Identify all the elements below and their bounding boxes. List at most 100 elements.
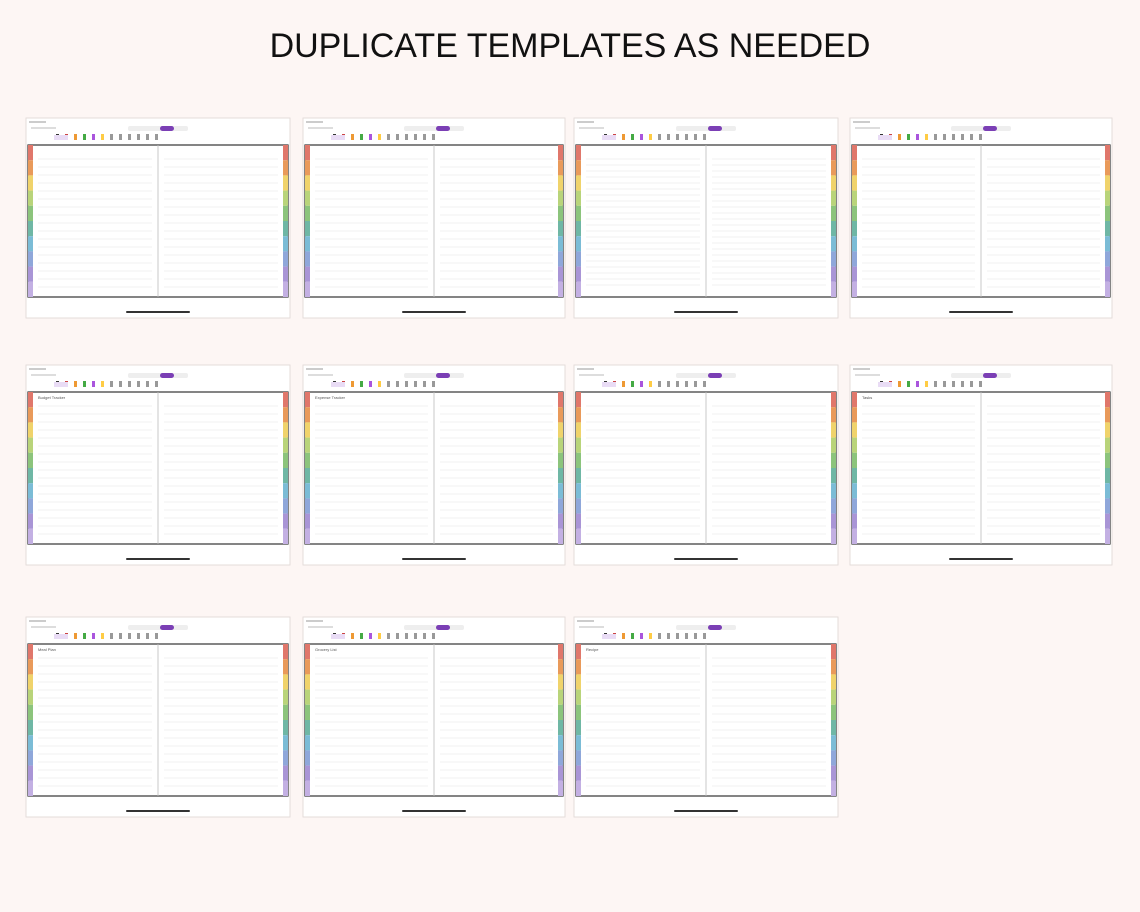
section-tab (558, 780, 563, 796)
section-tab (831, 407, 836, 423)
section-tab (283, 644, 288, 660)
tool-icon (146, 134, 149, 140)
tool-icon (387, 633, 390, 639)
tool-icon (351, 381, 354, 387)
section-tab (283, 498, 288, 514)
section-tab (1105, 236, 1110, 252)
template-thumbnail: Tasks (849, 364, 1113, 566)
tab-strip (404, 625, 464, 630)
active-tab (708, 373, 722, 378)
tool-icon (676, 381, 679, 387)
tool-icon (952, 381, 955, 387)
tool-icon (423, 134, 426, 140)
tool-icon (676, 134, 679, 140)
tool-icon (101, 134, 104, 140)
tool-icon (405, 381, 408, 387)
section-tab (831, 221, 836, 237)
section-tab (283, 160, 288, 176)
tool-icon (943, 381, 946, 387)
section-tab (283, 281, 288, 297)
tool-icon (146, 381, 149, 387)
section-tab (28, 750, 33, 766)
tool-icon (92, 134, 95, 140)
section-tab (283, 780, 288, 796)
section-tab (831, 498, 836, 514)
section-tab (852, 236, 857, 252)
section-tab (305, 720, 310, 736)
tool-icon (110, 381, 113, 387)
section-tab (852, 528, 857, 544)
section-tab (852, 407, 857, 423)
active-tab (160, 373, 174, 378)
tool-icon (83, 134, 86, 140)
tool-icon (155, 381, 158, 387)
section-tab (305, 160, 310, 176)
section-tab (28, 422, 33, 438)
tab-strip (676, 126, 736, 131)
tool-icon (979, 134, 982, 140)
section-tab (28, 452, 33, 468)
active-tab (436, 126, 450, 131)
tool-icon (146, 633, 149, 639)
section-tab (576, 281, 581, 297)
section-tab (831, 765, 836, 781)
toolbar-highlight (878, 382, 892, 387)
tab-strip (404, 126, 464, 131)
section-tab (558, 175, 563, 191)
section-tab (305, 145, 310, 161)
section-tab (852, 422, 857, 438)
template-title: Recipe (586, 647, 599, 652)
template-title: Expense Tracker (315, 395, 346, 400)
section-tab (558, 704, 563, 720)
tool-icon (961, 381, 964, 387)
section-tab (1105, 407, 1110, 423)
tool-icon (369, 381, 372, 387)
toolbar-highlight (54, 135, 68, 140)
tool-icon (898, 134, 901, 140)
tool-icon (110, 134, 113, 140)
section-tab (1105, 145, 1110, 161)
tool-icon (631, 134, 634, 140)
section-tab (1105, 468, 1110, 484)
template-thumbnail (573, 117, 839, 319)
section-tab (28, 483, 33, 499)
section-tab (28, 674, 33, 690)
section-tab (831, 659, 836, 675)
tool-icon (405, 134, 408, 140)
tool-icon (685, 633, 688, 639)
tool-icon (934, 134, 937, 140)
section-tab (831, 528, 836, 544)
section-tab (283, 392, 288, 408)
section-tab (852, 392, 857, 408)
section-tab (852, 266, 857, 282)
section-tab (558, 205, 563, 221)
section-tab (283, 513, 288, 529)
section-tab (831, 468, 836, 484)
section-tab (558, 659, 563, 675)
section-tab (305, 251, 310, 267)
section-tab (831, 392, 836, 408)
tool-icon (128, 134, 131, 140)
section-tab (558, 452, 563, 468)
section-tab (831, 644, 836, 660)
toolbar-highlight (54, 382, 68, 387)
section-tab (1105, 437, 1110, 453)
section-tab (558, 437, 563, 453)
section-tab (576, 251, 581, 267)
toolbar-highlight (331, 634, 345, 639)
active-tab (983, 373, 997, 378)
page-title: DUPLICATE TEMPLATES AS NEEDED (270, 27, 871, 65)
tool-icon (423, 633, 426, 639)
section-tab (283, 689, 288, 705)
home-indicator (126, 558, 190, 560)
template-thumbnail: Meal Plan (25, 616, 291, 818)
section-tab (576, 266, 581, 282)
section-tab (558, 160, 563, 176)
section-tab (305, 205, 310, 221)
tab-strip (128, 126, 188, 131)
template-title: Budget Tracker (38, 395, 66, 400)
tool-icon (423, 381, 426, 387)
template-title: Tasks (862, 395, 872, 400)
template-thumbnail: Expense Tracker (302, 364, 566, 566)
section-tab (576, 498, 581, 514)
